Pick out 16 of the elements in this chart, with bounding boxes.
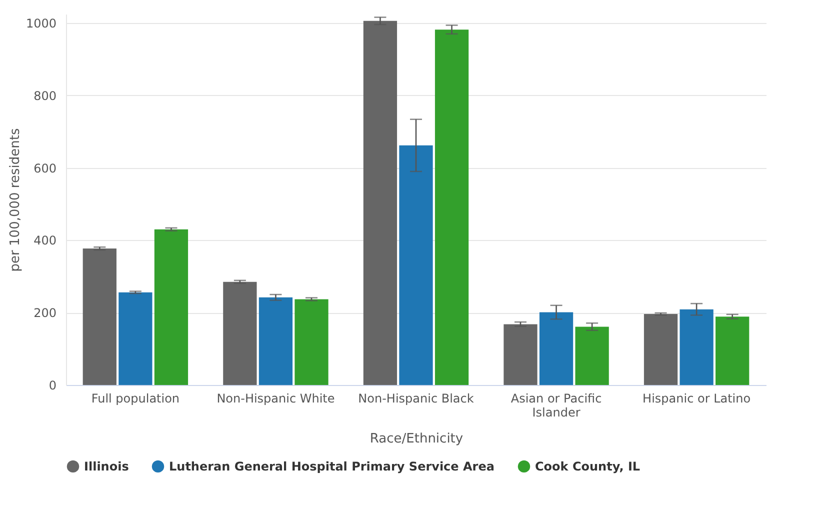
- legend-label: Illinois: [84, 459, 129, 474]
- y-tick-label: 0: [48, 378, 56, 392]
- y-tick-label: 600: [34, 161, 56, 176]
- x-tick-label: Full population: [91, 392, 180, 406]
- y-tick-label: 400: [34, 234, 56, 248]
- x-tick-label: Asian or Pacific Islander: [510, 392, 602, 420]
- legend-label: Lutheran General Hospital Primary Service Area: [169, 459, 494, 474]
- x-axis-title: Race/Ethnicity: [370, 432, 464, 446]
- legend-label: Cook County, IL: [535, 459, 640, 474]
- y-axis-title: per 100,000 residents: [8, 128, 23, 272]
- y-tick-label: 200: [34, 306, 56, 320]
- x-tick-label: Non-Hispanic White: [216, 392, 335, 406]
- x-tick-label: Hispanic or Latino: [642, 392, 751, 406]
- y-tick-label: 800: [34, 88, 56, 103]
- y-tick-label: 1000: [26, 16, 56, 31]
- x-tick-label: Non-Hispanic Black: [358, 392, 474, 406]
